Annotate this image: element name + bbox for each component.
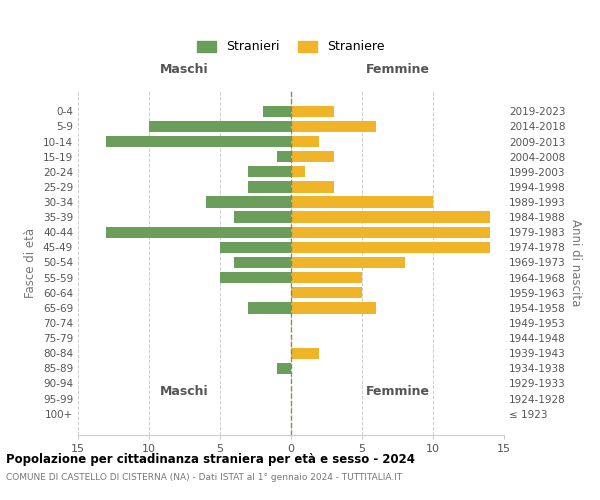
Text: Maschi: Maschi	[160, 384, 209, 398]
Bar	[106, 226, 291, 238]
Text: Femmine: Femmine	[365, 384, 430, 398]
Bar	[291, 212, 490, 223]
Bar	[291, 136, 319, 147]
Bar	[248, 166, 291, 177]
Bar	[248, 182, 291, 192]
Bar	[277, 362, 291, 374]
Bar	[291, 242, 490, 253]
Bar	[106, 136, 291, 147]
Text: Popolazione per cittadinanza straniera per età e sesso - 2024: Popolazione per cittadinanza straniera p…	[6, 452, 415, 466]
Text: COMUNE DI CASTELLO DI CISTERNA (NA) - Dati ISTAT al 1° gennaio 2024 - TUTTITALIA: COMUNE DI CASTELLO DI CISTERNA (NA) - Da…	[6, 472, 402, 482]
Text: Maschi: Maschi	[160, 63, 209, 76]
Y-axis label: Anni di nascita: Anni di nascita	[569, 219, 582, 306]
Bar	[220, 242, 291, 253]
Bar	[234, 257, 291, 268]
Bar	[248, 302, 291, 314]
Bar	[263, 106, 291, 117]
Bar	[220, 272, 291, 283]
Bar	[291, 272, 362, 283]
Bar	[291, 106, 334, 117]
Bar	[277, 151, 291, 162]
Text: Femmine: Femmine	[365, 63, 430, 76]
Bar	[291, 151, 334, 162]
Bar	[291, 166, 305, 177]
Legend: Stranieri, Straniere: Stranieri, Straniere	[191, 34, 391, 60]
Bar	[291, 287, 362, 298]
Y-axis label: Fasce di età: Fasce di età	[25, 228, 37, 298]
Bar	[291, 226, 490, 238]
Bar	[206, 196, 291, 207]
Bar	[291, 121, 376, 132]
Bar	[291, 257, 404, 268]
Bar	[291, 196, 433, 207]
Bar	[291, 348, 319, 359]
Bar	[149, 121, 291, 132]
Bar	[291, 182, 334, 192]
Bar	[291, 302, 376, 314]
Bar	[234, 212, 291, 223]
